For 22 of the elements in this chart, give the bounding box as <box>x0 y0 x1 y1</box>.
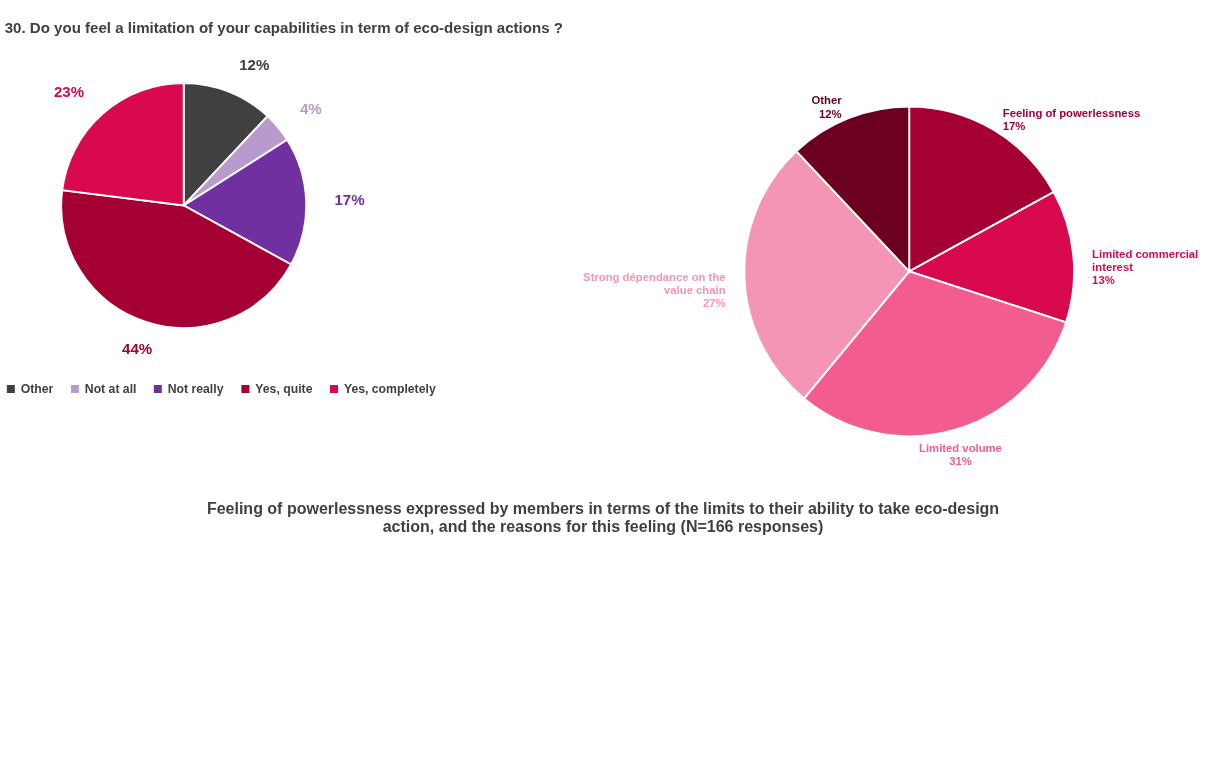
data-label: 12% <box>818 107 842 120</box>
data-label: 17% <box>1002 120 1026 133</box>
legend-label: Not at all <box>84 381 137 396</box>
slice-label: Limited commercial interest <box>1092 247 1199 274</box>
slice-label: Strong dépendance on the value chain <box>583 270 726 297</box>
legend-label: Yes, quite <box>255 381 313 396</box>
data-label: 4% <box>299 100 322 118</box>
legend-label: Other <box>20 381 54 396</box>
slice-label: Other <box>811 94 843 107</box>
legend-label: Yes, completely <box>343 381 436 396</box>
data-label: 12% <box>239 56 270 73</box>
text: Feeling of powerlessness expressed by members in terms of the limits to their ability to take eco-design action, and the reasons for this feeling (N=166 responses) <box>206 500 1000 536</box>
legend-label: Not really <box>167 381 224 396</box>
data-label: 23% <box>53 83 85 101</box>
slice-label: Limited volume <box>919 441 1002 454</box>
slice-label: Feeling of powerlessness <box>1002 107 1141 120</box>
data-label: 27% <box>702 297 726 310</box>
data-label: 44% <box>122 339 153 357</box>
chart-title: 30. Do you feel a limitation of your capabilities in term of eco-design actions ? <box>4 19 563 37</box>
data-label: 17% <box>334 191 365 209</box>
data-label: 31% <box>949 454 972 467</box>
data-label: 13% <box>1092 274 1115 287</box>
